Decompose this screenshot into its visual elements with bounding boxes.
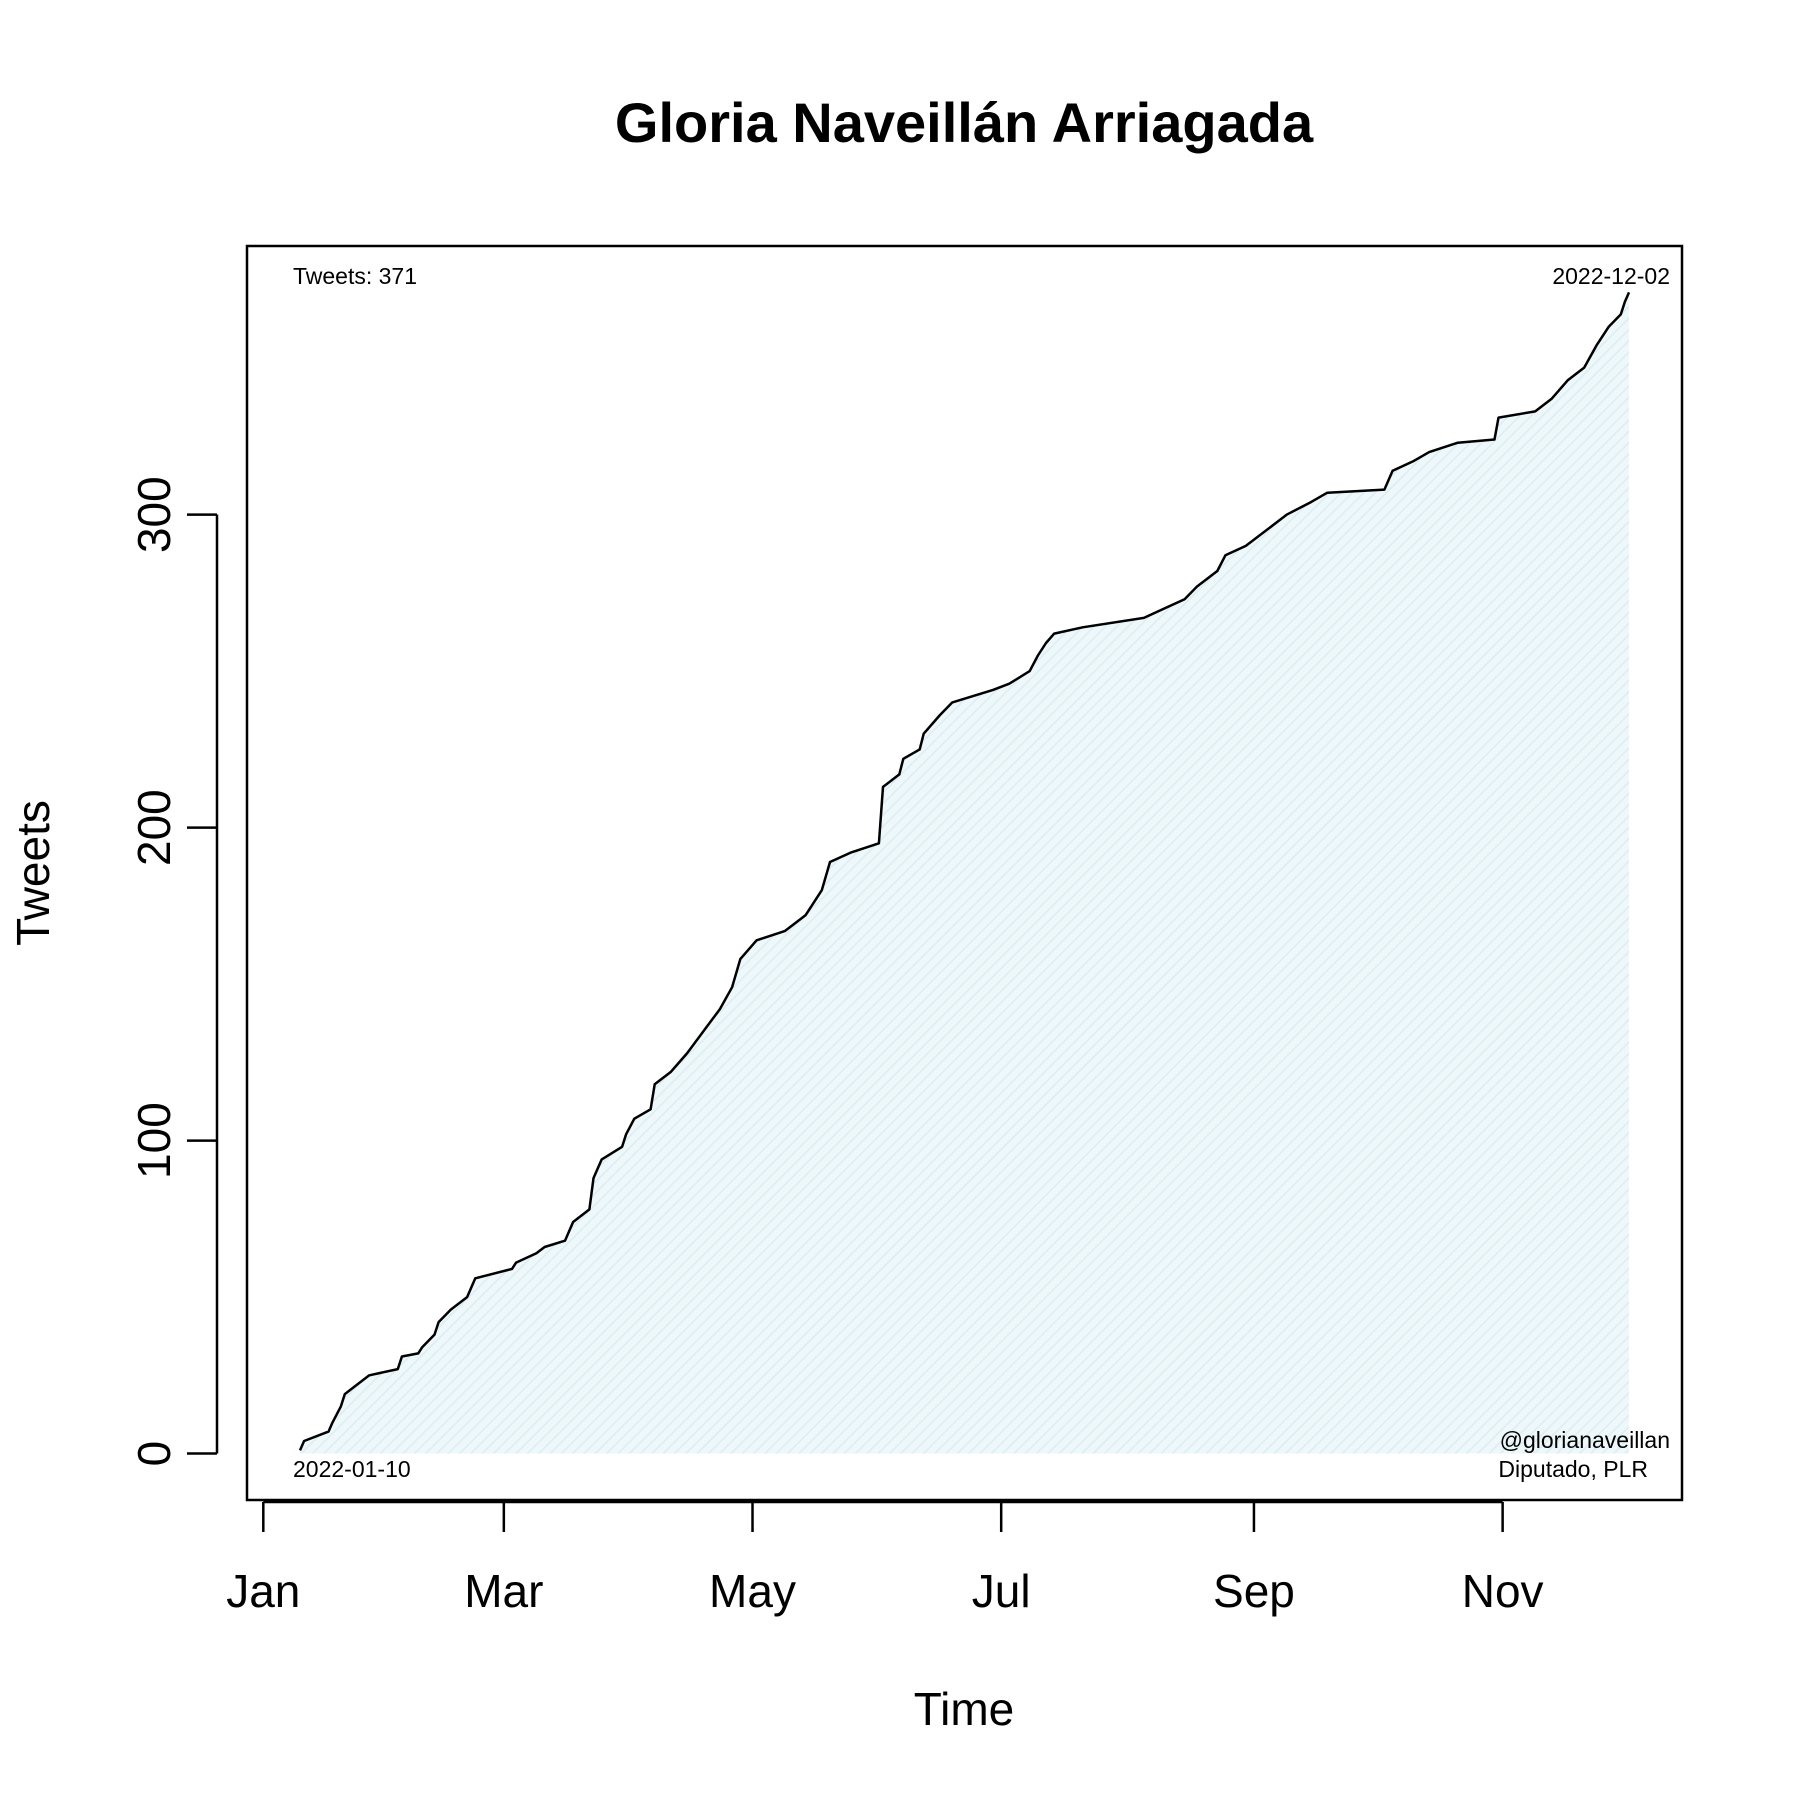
line — [298, 291, 1631, 1451]
x-tick-label: Jul — [972, 1565, 1031, 1617]
y-axis-label: Tweets — [7, 800, 59, 946]
annotation: @glorianaveillan — [1500, 1427, 1670, 1453]
annotation: 2022-12-02 — [1552, 263, 1670, 289]
plot-frame — [245, 244, 1684, 1502]
x-tick-label: Jan — [226, 1565, 300, 1617]
area — [300, 292, 1629, 1454]
x-tick-label: Nov — [1462, 1565, 1544, 1617]
x-tick-label: Mar — [464, 1565, 543, 1617]
y-tick-label: 300 — [128, 476, 180, 553]
y-tick-label: 0 — [128, 1441, 180, 1467]
x-tick-label: May — [709, 1565, 796, 1617]
x-axis-label: Time — [914, 1683, 1015, 1735]
y-tick-label: 200 — [128, 789, 180, 866]
y-tick-label: 100 — [128, 1102, 180, 1179]
annotation: Diputado, PLR — [1498, 1456, 1648, 1482]
annotation: 2022-01-10 — [293, 1456, 411, 1482]
x-tick-label: Sep — [1213, 1565, 1295, 1617]
annotation: Tweets: 371 — [293, 263, 417, 289]
chart-title: Gloria Naveillán Arriagada — [615, 91, 1314, 154]
